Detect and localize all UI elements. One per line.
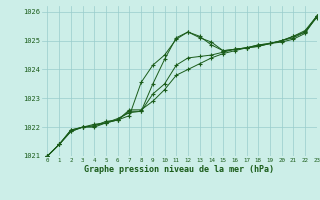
X-axis label: Graphe pression niveau de la mer (hPa): Graphe pression niveau de la mer (hPa)	[84, 165, 274, 174]
